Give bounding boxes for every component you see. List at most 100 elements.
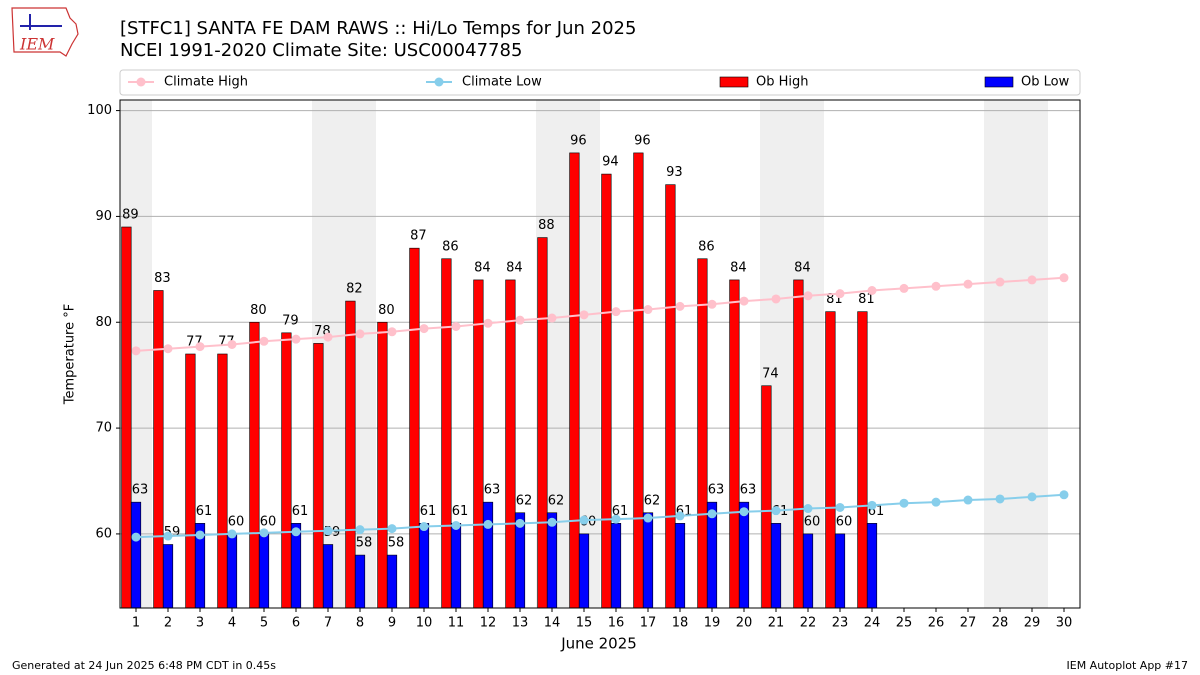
x-tick-label: 14 <box>544 616 561 631</box>
bar-value-label: 96 <box>570 133 587 148</box>
bar-value-label: 62 <box>516 493 533 508</box>
bar-value-label: 63 <box>708 483 725 498</box>
x-tick-label: 7 <box>324 616 332 631</box>
bar <box>546 512 558 609</box>
legend-label: Ob Low <box>1021 75 1070 90</box>
x-tick-label: 2 <box>164 616 172 631</box>
line-marker <box>355 525 365 535</box>
line-marker <box>387 327 397 337</box>
x-tick-label: 19 <box>704 616 721 631</box>
x-tick-label: 13 <box>512 616 529 631</box>
line-marker <box>419 324 429 334</box>
line-marker <box>739 507 749 517</box>
line-marker <box>195 530 205 540</box>
bar <box>770 523 782 609</box>
bar-value-label: 87 <box>410 229 427 244</box>
bar <box>802 533 814 609</box>
x-tick-label: 11 <box>448 616 465 631</box>
line-marker <box>963 495 973 505</box>
bar-value-label: 60 <box>260 514 277 529</box>
bar-value-label: 93 <box>666 165 683 180</box>
bar <box>642 512 654 609</box>
bar <box>793 279 804 609</box>
line-marker <box>899 498 909 508</box>
chart-subtitle: NCEI 1991-2020 Climate Site: USC00047785 <box>120 40 522 61</box>
y-axis-label: Temperature °F <box>63 304 78 405</box>
legend-swatch <box>719 76 749 88</box>
x-tick-label: 27 <box>960 616 977 631</box>
bar-value-label: 80 <box>378 303 395 318</box>
logo-outline <box>11 7 79 57</box>
line-marker <box>515 315 525 325</box>
x-tick-label: 26 <box>928 616 945 631</box>
bar-value-label: 84 <box>794 260 811 275</box>
bar <box>729 279 740 609</box>
line-marker <box>1059 273 1069 283</box>
line-marker <box>963 279 973 289</box>
line-marker <box>579 310 589 320</box>
line-marker <box>675 301 685 311</box>
x-tick-label: 16 <box>608 616 625 631</box>
x-tick-label: 24 <box>864 616 881 631</box>
line-marker <box>419 522 429 532</box>
bar-value-label: 82 <box>346 282 363 297</box>
bar <box>537 237 548 609</box>
bar-value-label: 61 <box>292 504 309 519</box>
bar-value-label: 63 <box>484 483 501 498</box>
footer-right: IEM Autoplot App #17 <box>1067 659 1189 672</box>
line-marker <box>1027 492 1037 502</box>
bar <box>185 353 196 609</box>
bar-value-label: 60 <box>228 514 245 529</box>
bar-value-label: 61 <box>196 504 213 519</box>
bar-value-label: 94 <box>602 155 619 170</box>
bar <box>450 523 462 609</box>
bar-value-label: 61 <box>452 504 469 519</box>
x-tick-label: 8 <box>356 616 364 631</box>
line-marker <box>835 502 845 512</box>
x-tick-label: 12 <box>480 616 497 631</box>
x-tick-label: 23 <box>832 616 849 631</box>
bar-value-label: 60 <box>836 514 853 529</box>
bar <box>761 385 772 609</box>
line-marker <box>899 283 909 293</box>
line-marker <box>611 307 621 317</box>
x-tick-label: 25 <box>896 616 913 631</box>
bar-value-label: 84 <box>474 260 491 275</box>
line-marker <box>227 339 237 349</box>
line-marker <box>867 500 877 510</box>
line-marker <box>867 286 877 295</box>
line-marker <box>995 494 1005 504</box>
line-marker <box>131 346 141 356</box>
bar <box>569 152 580 609</box>
logo: IEM <box>11 7 79 57</box>
line-marker <box>707 299 717 309</box>
bar <box>610 523 622 609</box>
bar <box>473 279 484 609</box>
bar <box>601 173 612 609</box>
line-marker <box>707 509 717 519</box>
bar <box>866 523 878 609</box>
line-marker <box>323 526 333 536</box>
bar <box>738 501 750 609</box>
legend-label: Climate High <box>164 75 248 90</box>
line-marker <box>515 518 525 528</box>
line-marker <box>675 511 685 521</box>
line-marker <box>643 513 653 523</box>
line-marker <box>259 336 269 346</box>
line-marker <box>195 342 205 352</box>
y-tick-label: 90 <box>95 209 112 224</box>
bar-value-label: 89 <box>122 208 139 223</box>
line-marker <box>323 332 333 342</box>
line-marker <box>931 281 941 291</box>
bar <box>121 226 132 609</box>
legend-swatch <box>984 76 1014 88</box>
bar <box>578 533 590 609</box>
line-marker <box>451 321 461 331</box>
footer-left: Generated at 24 Jun 2025 6:48 PM CDT in … <box>12 659 276 672</box>
line-marker <box>771 294 781 304</box>
x-axis-label: June 2025 <box>560 635 637 653</box>
y-tick-label: 100 <box>87 103 112 118</box>
bar-value-label: 84 <box>730 260 747 275</box>
x-tick-label: 4 <box>228 616 236 631</box>
